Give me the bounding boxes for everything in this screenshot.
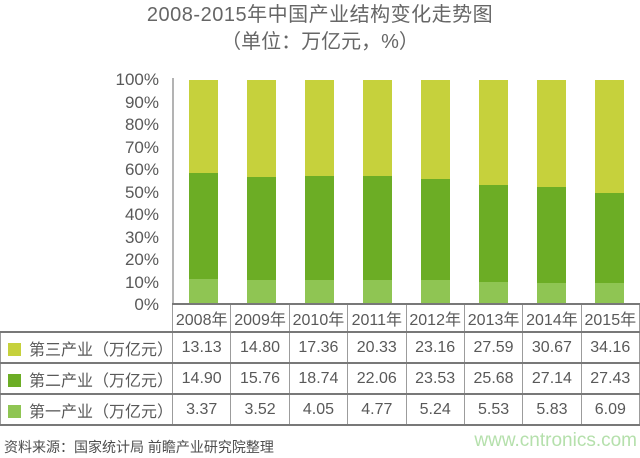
y-axis-tick: 40% (124, 205, 159, 224)
year-header-cell: 2013年 (463, 303, 524, 333)
year-header-cell: 2014年 (522, 303, 582, 333)
bar-segment (536, 80, 566, 188)
bar-segment (188, 173, 218, 280)
y-axis: 0% 10% 20% 30% 40% 50% 60% 70% 80% 90% 100% (0, 70, 159, 314)
table-header-row: 2008年 2009年 2010年 2011年 2012年 2013年 2014年 2015年 (1, 303, 640, 333)
value-cell: 17.36 (288, 331, 349, 364)
bar-segment (420, 280, 450, 303)
bar-segment (246, 279, 276, 303)
series-label: 第二产业（万亿元） (29, 372, 173, 390)
y-axis-tick: 80% (124, 115, 159, 134)
watermark: www.cntronics.com (474, 430, 637, 451)
series-label: 第三产业（万亿元） (29, 341, 173, 359)
value-cell: 25.68 (463, 362, 524, 395)
stacked-bar-2012年 (420, 80, 450, 303)
source-note: 资料来源：国家统计局 前瞻产业研究院整理 (4, 439, 274, 455)
year-header-cell: 2008年 (171, 303, 232, 333)
value-cell: 4.77 (347, 393, 407, 426)
y-axis-tick: 0% (134, 295, 159, 314)
value-cell: 4.05 (288, 393, 349, 426)
legend-swatch (8, 342, 21, 356)
year-header-cell: 2009年 (230, 303, 290, 333)
bar-segment (362, 176, 392, 281)
bar-segment (478, 282, 508, 303)
stacked-bar-2015年 (594, 80, 624, 303)
y-axis-tick: 20% (124, 250, 159, 269)
stacked-bar-2010年 (304, 80, 334, 303)
value-cell: 27.43 (580, 362, 640, 395)
value-cell: 14.80 (230, 331, 290, 364)
value-cell: 15.76 (230, 362, 290, 395)
stacked-bar-2014年 (536, 80, 566, 303)
value-cell: 27.59 (463, 331, 524, 364)
y-axis-tick: 90% (124, 92, 159, 112)
value-cell: 6.09 (580, 393, 640, 426)
y-axis-tick: 100% (115, 70, 159, 89)
series-label-cell: 第一产业（万亿元） (0, 393, 173, 426)
y-axis-tick: 10% (124, 272, 159, 292)
bar-segment (362, 280, 392, 303)
bar-segment (246, 176, 276, 280)
legend-swatch (8, 404, 21, 418)
year-header-cell: 2015年 (580, 303, 640, 333)
value-cell: 23.53 (405, 362, 465, 395)
bar-segment (594, 282, 624, 303)
value-cell: 14.90 (171, 362, 232, 395)
data-table: 2008年 2009年 2010年 2011年 2012年 2013年 2014年 2015年… (0, 303, 640, 426)
bar-segment (594, 192, 624, 283)
table-corner-cell (1, 304, 173, 332)
value-cell: 30.67 (522, 331, 582, 364)
table-row: 第一产业（万亿元） 3.37 3.52 4.05 4.77 5.24 5.53 5.83 6.0… (0, 393, 640, 426)
series-label-cell: 第二产业（万亿元） (0, 362, 173, 395)
y-axis-tick: 50% (124, 182, 159, 202)
year-header-cell: 2012年 (405, 303, 465, 333)
year-header-cell: 2010年 (288, 303, 349, 333)
bar-segment (304, 280, 334, 303)
bar-segment (362, 80, 392, 177)
chart-title: 2008-2015年中国产业结构变化走势图 (146, 4, 494, 26)
bar-segment (478, 80, 508, 185)
series-label: 第一产业（万亿元） (29, 403, 173, 421)
stacked-bar-2013年 (478, 80, 508, 303)
value-cell: 3.52 (230, 393, 290, 426)
value-cell: 34.16 (580, 331, 640, 364)
value-cell: 5.53 (463, 393, 524, 426)
bar-segment (188, 279, 218, 303)
bar-segment (304, 176, 334, 281)
bar-segment (420, 179, 450, 281)
value-cell: 5.24 (405, 393, 465, 426)
stacked-bar-2011年 (362, 80, 392, 303)
bar-segment (536, 187, 566, 283)
series-label-cell: 第三产业（万亿元） (0, 331, 173, 364)
y-axis-tick: 30% (124, 227, 159, 247)
y-axis-tick: 70% (124, 137, 159, 157)
plot-area (172, 78, 638, 304)
value-cell: 5.83 (522, 393, 582, 426)
value-cell: 13.13 (171, 331, 232, 364)
bar-segment (188, 80, 218, 174)
value-cell: 20.33 (347, 331, 407, 364)
bar-segment (246, 80, 276, 177)
bar-segment (420, 80, 450, 180)
chart-subtitle: （单位：万亿元，%） (221, 31, 419, 53)
bar-segment (304, 80, 334, 177)
stacked-bar-2009年 (246, 80, 276, 303)
value-cell: 23.16 (405, 331, 465, 364)
bar-segment (594, 80, 624, 193)
bar-segment (536, 282, 566, 303)
legend-swatch (8, 373, 21, 387)
y-axis-tick: 60% (124, 160, 159, 179)
value-cell: 3.37 (171, 393, 232, 426)
stacked-bar-2008年 (188, 80, 218, 303)
value-cell: 27.14 (522, 362, 582, 395)
table-body: 2008年 2009年 2010年 2011年 2012年 2013年 2014年 2015年… (0, 303, 640, 426)
table-row: 第三产业（万亿元） 13.13 14.80 17.36 20.33 23.16 27.59 3… (0, 331, 640, 364)
value-cell: 22.06 (347, 362, 407, 395)
table-row: 第二产业（万亿元） 14.90 15.76 18.74 22.06 23.53 25.68 2… (0, 362, 640, 395)
year-header-cell: 2011年 (347, 303, 407, 333)
bar-segment (478, 184, 508, 283)
value-cell: 18.74 (288, 362, 349, 395)
